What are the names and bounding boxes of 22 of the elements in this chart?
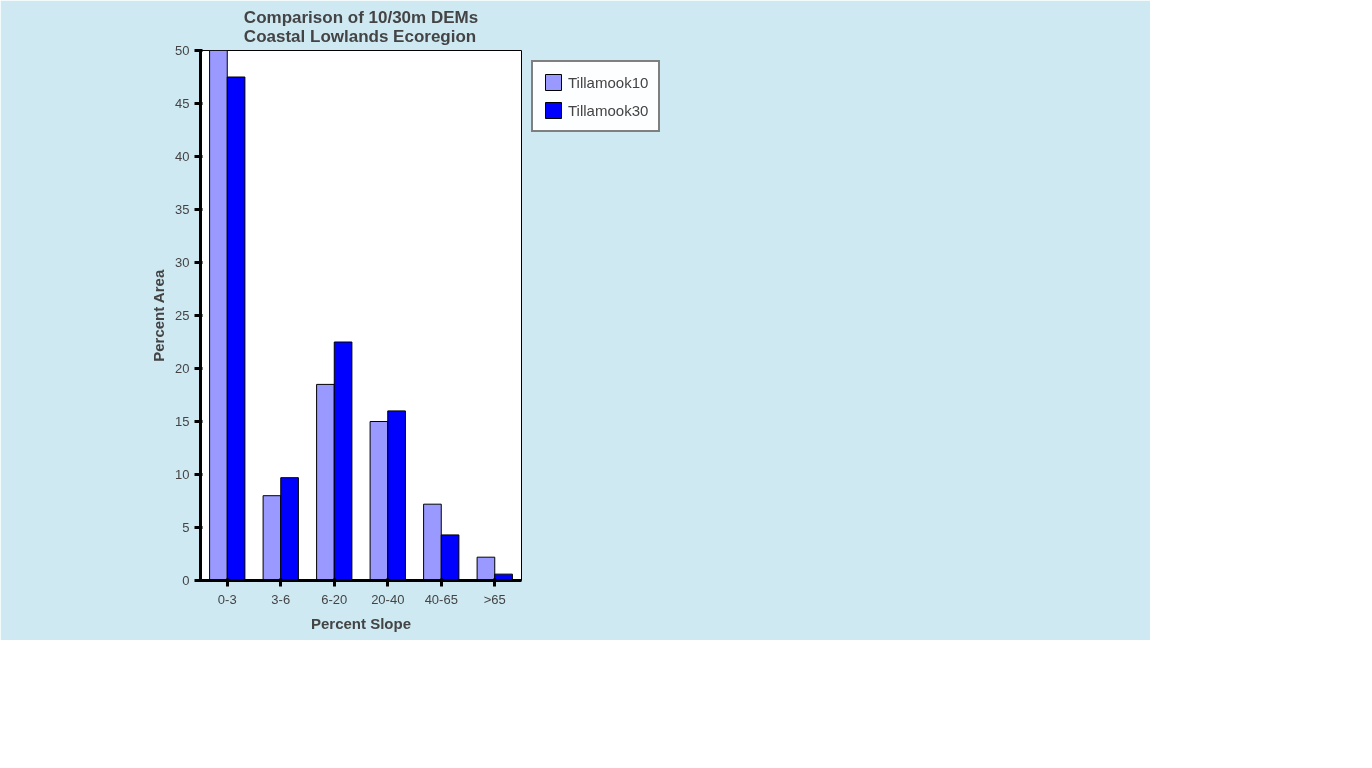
y-tick-label: 40 [175, 149, 190, 164]
legend-label: Tillamook10 [568, 73, 649, 91]
y-tick-label: 0 [182, 573, 190, 588]
y-tick-label: 10 [175, 467, 190, 482]
y-tick-label: 30 [175, 255, 190, 270]
y-axis-title: Percent Area [150, 269, 168, 362]
x-tick-label: >65 [483, 591, 506, 607]
legend-label: Tillamook30 [568, 101, 649, 119]
y-tick-label: 45 [175, 96, 190, 111]
y-tick-label: 25 [175, 308, 190, 323]
y-tick-label: 15 [175, 414, 190, 429]
x-tick-label: 40-65 [424, 591, 458, 607]
y-tick-label: 50 [175, 43, 190, 58]
x-tick-label: 20-40 [371, 591, 405, 607]
chart-title: Comparison of 10/30m DEMs Coastal Lowlands Ecoregion [243, 7, 479, 46]
x-tick-label: 0-3 [217, 591, 237, 607]
x-axis-title: Percent Slope [310, 614, 412, 632]
y-tick-label: 20 [175, 361, 190, 376]
y-tick-label: 5 [182, 520, 190, 535]
x-tick-label: 6-20 [321, 591, 348, 607]
y-tick-label: 35 [175, 202, 190, 217]
x-tick-label: 3-6 [271, 591, 291, 607]
